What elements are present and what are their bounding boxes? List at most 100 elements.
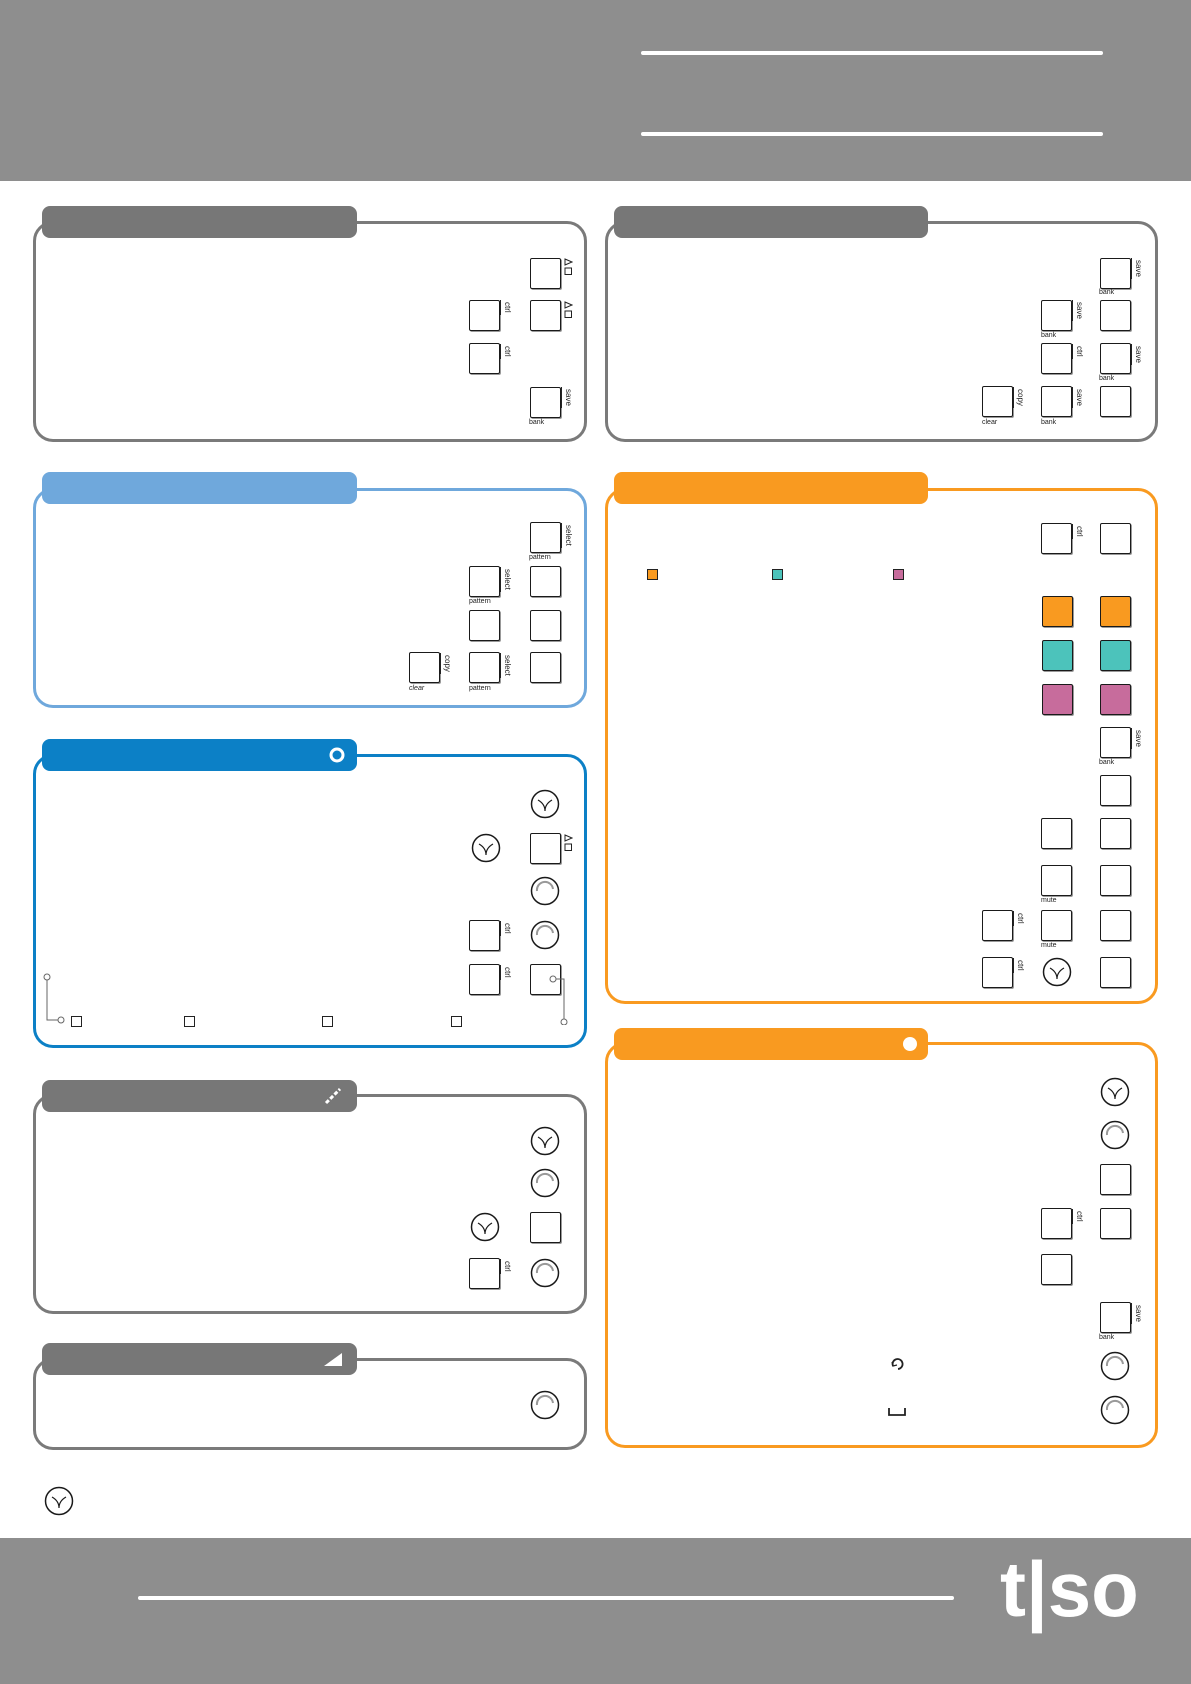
save-label: save [561, 387, 573, 408]
panel-transport-tab [42, 206, 357, 238]
panel-performance [33, 754, 587, 1048]
step-button-magenta-2[interactable] [1100, 684, 1131, 715]
ctrl-label: ctrl [1072, 344, 1084, 359]
bank-label: bank [529, 419, 545, 426]
effects-button-plain-2[interactable] [1100, 1208, 1131, 1239]
checkbox-4[interactable] [451, 1016, 462, 1027]
encoder-icon[interactable] [530, 1126, 560, 1156]
clear-label: clear [409, 685, 425, 692]
performance-ctrl-button-2[interactable] [469, 964, 500, 995]
pattern-button-plain-1[interactable] [530, 566, 561, 597]
save-label: save [1131, 344, 1143, 365]
sequencer-button-plain-4[interactable] [1100, 818, 1131, 849]
encoder-icon[interactable] [470, 1212, 500, 1242]
legend-orange [647, 569, 658, 580]
knob-icon[interactable] [1100, 1395, 1130, 1425]
pattern-select-button-1[interactable] [530, 522, 561, 553]
bracket-icon [888, 1408, 906, 1416]
pattern-button-plain-4[interactable] [530, 652, 561, 683]
encoder-icon[interactable] [530, 789, 560, 819]
bank-label: bank [1041, 419, 1057, 426]
transport-ctrl-button-2[interactable] [469, 343, 500, 374]
step-button-orange-2[interactable] [1100, 596, 1131, 627]
header-line-2 [641, 132, 1103, 136]
pattern-select-button-2[interactable] [469, 566, 500, 597]
knob-icon[interactable] [1100, 1120, 1130, 1150]
knob-icon[interactable] [530, 1390, 560, 1420]
controls-ctrl-button[interactable] [469, 1258, 500, 1289]
encoder-icon[interactable] [471, 833, 501, 863]
rotate-icon [891, 1358, 904, 1370]
sequencer-button-plain-2[interactable] [1100, 775, 1131, 806]
pattern-select-button-3[interactable] [469, 652, 500, 683]
pattern-button-plain-2[interactable] [469, 610, 500, 641]
sequencer-ctrl-button[interactable] [1041, 523, 1072, 554]
legend-teal [772, 569, 783, 580]
sequencer-button-plain-1[interactable] [1100, 523, 1131, 554]
play-button[interactable] [530, 833, 561, 864]
checkbox-3[interactable] [322, 1016, 333, 1027]
step-button-orange-1[interactable] [1042, 596, 1073, 627]
bank-copy-button[interactable] [982, 386, 1013, 417]
save-label: save [1131, 728, 1143, 749]
ctrl-label: ctrl [1013, 911, 1025, 926]
encoder-icon[interactable] [1042, 957, 1072, 987]
bank-save-button-2[interactable] [1041, 300, 1072, 331]
bank-label: bank [1099, 375, 1115, 382]
step-button-teal-1[interactable] [1042, 640, 1073, 671]
step-button-magenta-1[interactable] [1042, 684, 1073, 715]
sequencer-button-plain-5[interactable] [1100, 865, 1131, 896]
ctrl-label: ctrl [500, 300, 512, 315]
bank-button-plain-2[interactable] [1100, 386, 1131, 417]
effects-ctrl-button[interactable] [1041, 1208, 1072, 1239]
bank-save-button-4[interactable] [1041, 386, 1072, 417]
bank-save-button-3[interactable] [1100, 343, 1131, 374]
logo-text: t|so [1000, 1556, 1139, 1633]
knob-icon[interactable] [530, 1168, 560, 1198]
transport-ctrl-button-1[interactable] [469, 300, 500, 331]
sequencer-button-plain-6[interactable] [1100, 910, 1131, 941]
connector-line-left [43, 973, 65, 1024]
pattern-button-plain-3[interactable] [530, 610, 561, 641]
knob-icon[interactable] [1100, 1351, 1130, 1381]
copy-label: copy [1013, 387, 1025, 408]
sequencer-button-plain-3[interactable] [1041, 818, 1072, 849]
pattern-copy-button[interactable] [409, 652, 440, 683]
ctrl-label: ctrl [1072, 1209, 1084, 1224]
knob-icon[interactable] [530, 1258, 560, 1288]
knob-icon[interactable] [530, 876, 560, 906]
transport-button-1[interactable] [530, 258, 561, 289]
step-button-teal-2[interactable] [1100, 640, 1131, 671]
effects-button-plain-3[interactable] [1041, 1254, 1072, 1285]
slider-icon [324, 1087, 342, 1105]
sequencer-save-button[interactable] [1100, 727, 1131, 758]
play-stop-icon [564, 301, 573, 318]
transport-save-button[interactable] [530, 387, 561, 418]
panel-patterns-tab [42, 472, 357, 504]
performance-ctrl-button-1[interactable] [469, 920, 500, 951]
bank-ctrl-button[interactable] [1041, 343, 1072, 374]
transport-button-2[interactable] [530, 300, 561, 331]
effects-save-button[interactable] [1100, 1302, 1131, 1333]
bank-button-plain-1[interactable] [1100, 300, 1131, 331]
sequencer-ctrl-button-3[interactable] [982, 957, 1013, 988]
select-label: select [561, 523, 573, 548]
clear-label: clear [982, 419, 998, 426]
save-label: save [1072, 387, 1084, 408]
pattern-label: pattern [469, 685, 491, 692]
sequencer-button-plain-7[interactable] [1100, 957, 1131, 988]
sequencer-mute-button-2[interactable] [1041, 910, 1072, 941]
encoder-icon[interactable] [1100, 1077, 1130, 1107]
encoder-icon [44, 1486, 74, 1516]
sequencer-ctrl-button-2[interactable] [982, 910, 1013, 941]
effects-button-plain-1[interactable] [1100, 1164, 1131, 1195]
bank-save-button-1[interactable] [1100, 258, 1131, 289]
controls-button-plain[interactable] [530, 1212, 561, 1243]
sequencer-mute-button-1[interactable] [1041, 865, 1072, 896]
panel-effects [605, 1042, 1158, 1448]
knob-icon[interactable] [530, 920, 560, 950]
checkbox-1[interactable] [71, 1016, 82, 1027]
panel-volume-tab [42, 1343, 357, 1375]
legend-magenta [893, 569, 904, 580]
checkbox-2[interactable] [184, 1016, 195, 1027]
